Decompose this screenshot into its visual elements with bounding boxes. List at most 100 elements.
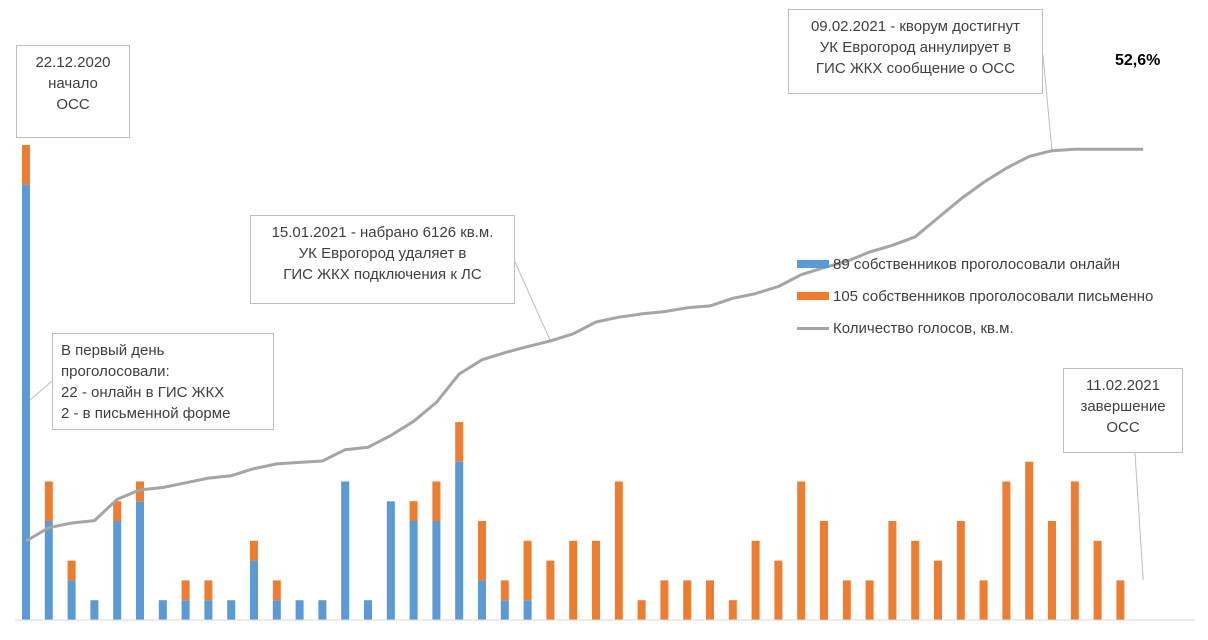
bar-online-10	[227, 600, 236, 620]
bar-written-49	[1116, 580, 1125, 620]
bar-online-12	[272, 600, 281, 620]
bar-written-41	[934, 560, 942, 620]
annotation-first-day: В первый день проголосовали: 22 - онлайн…	[52, 333, 274, 430]
legend-item-written: 105 собственников проголосовали письменн…	[797, 280, 1153, 312]
annotation-mid-line-2: УК Еврогород удаляет в	[298, 245, 467, 262]
bar-written-18	[409, 501, 418, 521]
annotation-first-day-line-2: проголосовали:	[61, 363, 170, 380]
bar-written-44	[1002, 481, 1011, 620]
bar-online-20	[455, 461, 464, 620]
bar-written-36	[820, 521, 828, 620]
annotation-mid-line-1: 15.01.2021 - набрано 6126 кв.м.	[271, 224, 494, 241]
leader-lines	[29, 54, 1144, 581]
bar-online-4	[90, 600, 99, 620]
bar-online-11	[250, 560, 258, 620]
bar-written-33	[751, 540, 760, 620]
bar-online-13	[295, 600, 304, 620]
bar-written-39	[888, 521, 897, 620]
legend-label-online: 89 собственников проголосовали онлайн	[833, 255, 1121, 273]
annotation-quorum-line-1: 09.02.2021 - кворум достигнут	[810, 18, 1021, 35]
annotation-first-day-line-4: 2 - в письменной форме	[61, 405, 231, 422]
bar-online-9	[204, 600, 213, 620]
bar-online-8	[181, 600, 190, 620]
annotation-quorum: 09.02.2021 - кворум достигнут УК Еврогор…	[788, 9, 1043, 94]
line-layer	[25, 147, 1144, 543]
bar-written-19	[432, 481, 441, 522]
bar-written-35	[797, 481, 806, 620]
bar-written-46	[1048, 521, 1056, 620]
leader-quorum	[1042, 54, 1053, 151]
bar-online-14	[318, 600, 327, 620]
bar-written-8	[181, 580, 190, 601]
legend-swatch-written	[797, 292, 829, 300]
legend-swatch-online	[797, 260, 829, 268]
bar-written-25	[569, 540, 578, 620]
bar-written-42	[956, 521, 965, 620]
bar-written-45	[1025, 461, 1034, 620]
bar-written-47	[1070, 481, 1079, 620]
bar-written-40	[911, 540, 920, 620]
annotation-quorum-line-2: УК Еврогород аннулирует в	[819, 39, 1012, 56]
bar-written-28	[637, 600, 646, 620]
legend-item-online: 89 собственников проголосовали онлайн	[797, 248, 1153, 280]
bar-written-48	[1093, 540, 1102, 620]
bar-written-37	[842, 580, 851, 620]
bar-online-2	[44, 521, 53, 620]
bar-written-27	[614, 481, 623, 620]
bar-written-12	[272, 580, 281, 601]
annotation-end: 11.02.2021 завершение ОСС	[1063, 368, 1183, 453]
annotation-mid: 15.01.2021 - набрано 6126 кв.м. УК Еврог…	[250, 215, 515, 304]
bar-written-30	[683, 580, 692, 620]
annotation-end-line-1: 11.02.2021	[1086, 377, 1160, 394]
annotation-end-line-3: ОСС	[1106, 419, 1140, 436]
annotation-start-line-1: 22.12.2020	[35, 54, 111, 71]
bar-written-11	[250, 540, 258, 561]
bar-written-38	[865, 580, 874, 620]
bars	[22, 145, 1125, 621]
bar-written-20	[455, 422, 464, 462]
bar-written-2	[44, 481, 53, 522]
bar-written-23	[523, 540, 532, 601]
bar-written-26	[592, 540, 600, 620]
bar-written-22	[500, 580, 509, 601]
annotation-end-line-2: завершение	[1080, 398, 1166, 415]
bar-written-29	[660, 580, 669, 620]
line-end-label: 52,6%	[1115, 52, 1161, 69]
bar-written-21	[478, 521, 486, 581]
bar-online-16	[364, 600, 372, 620]
bar-written-5	[113, 501, 122, 521]
legend-label-written: 105 собственников проголосовали письменн…	[833, 287, 1154, 305]
bar-online-17	[386, 501, 395, 621]
bar-online-15	[341, 481, 350, 620]
line-series-votes	[25, 147, 1144, 543]
bar-written-34	[774, 560, 783, 620]
annotation-first-day-line-1: В первый день	[61, 342, 165, 359]
bar-written-3	[67, 560, 76, 581]
legend-item-line: Количество голосов, кв.м.	[797, 312, 1153, 344]
annotation-start: 22.12.2020 начало ОСС	[16, 45, 130, 138]
legend-swatch-line	[797, 326, 829, 330]
leader-first-day	[29, 380, 53, 401]
bar-written-31	[706, 580, 714, 620]
bar-online-3	[67, 580, 76, 620]
bar-written-32	[728, 600, 737, 620]
bar-online-21	[478, 580, 486, 620]
bar-written-24	[546, 560, 555, 620]
annotation-mid-line-3: ГИС ЖКХ подключения к ЛС	[283, 266, 482, 283]
annotation-first-day-line-3: 22 - онлайн в ГИС ЖКХ	[61, 384, 225, 401]
bar-online-5	[113, 521, 122, 620]
annotation-quorum-line-3: ГИС ЖКХ сообщение о ОСС	[815, 60, 1016, 77]
bar-written-43	[979, 580, 988, 620]
bar-written-9	[204, 580, 213, 601]
leader-mid	[514, 261, 551, 342]
legend-label-line: Количество голосов, кв.м.	[833, 319, 1014, 337]
bar-online-18	[409, 521, 418, 620]
leader-end	[1134, 452, 1144, 581]
legend: 89 собственников проголосовали онлайн 10…	[797, 248, 1153, 344]
bar-online-6	[136, 501, 144, 621]
bar-online-23	[523, 600, 532, 620]
bar-online-1	[22, 184, 30, 620]
bar-online-7	[158, 600, 167, 620]
annotation-start-line-2: начало	[48, 75, 98, 92]
